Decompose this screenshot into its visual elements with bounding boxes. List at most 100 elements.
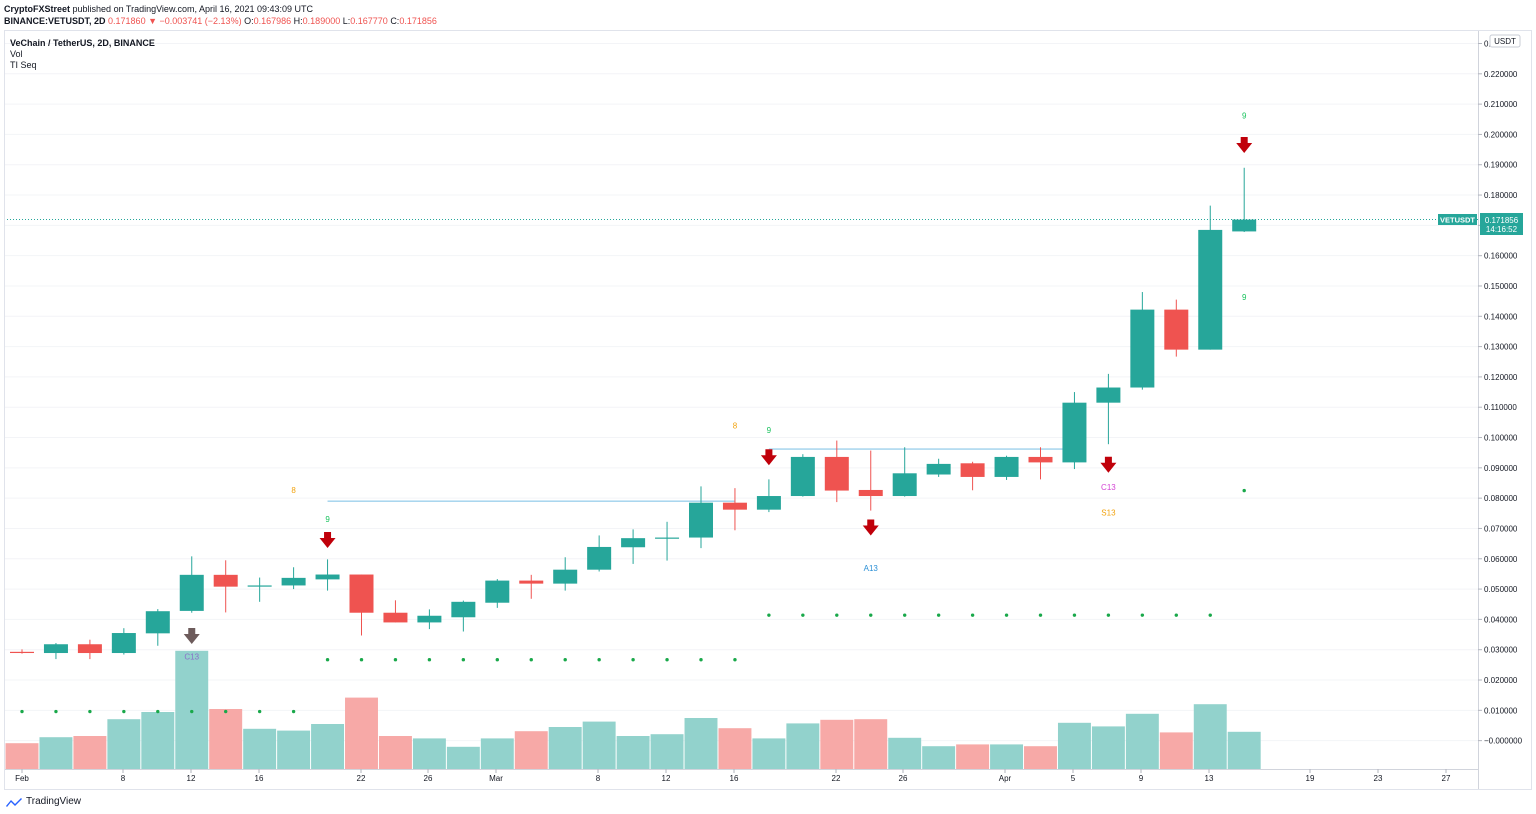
- symbol-line: BINANCE:VETUSDT, 2D: [4, 16, 106, 26]
- candle-body: [281, 577, 306, 586]
- candle-body: [111, 633, 136, 654]
- price-tick-label: 0.010000: [1484, 706, 1518, 715]
- volume-bar: [345, 697, 378, 769]
- currency-label: USDT: [1494, 37, 1516, 46]
- candle-body: [960, 463, 985, 477]
- time-tick-label: 22: [832, 774, 841, 783]
- seq-dot: [461, 658, 466, 662]
- price-tick-label: 0.110000: [1484, 403, 1517, 412]
- seq-dot: [88, 709, 92, 714]
- volume-bar: [888, 737, 922, 769]
- seq-dot: [1208, 613, 1212, 617]
- time-tick-label: Mar: [489, 774, 503, 783]
- seq-annotations: C13 8 9 8 9 A13 C13 S13 9 9: [184, 112, 1247, 662]
- price-tick-label: 0.040000: [1484, 615, 1518, 624]
- seq-dot: [1174, 613, 1179, 617]
- time-tick-label: 12: [662, 774, 671, 783]
- seq-dot: [393, 658, 398, 662]
- indicator-legend[interactable]: TI Seq: [10, 60, 37, 70]
- candle-body: [519, 580, 544, 584]
- seq-dot: [563, 658, 567, 662]
- chart-title[interactable]: VeChain / TetherUS, 2D, BINANCE: [10, 38, 155, 48]
- time-tick-label: 22: [357, 774, 366, 783]
- time-tick-label: 5: [1071, 774, 1076, 783]
- seq-label: S13: [1101, 509, 1116, 518]
- candle-body: [790, 456, 815, 497]
- volume-bar: [277, 730, 311, 769]
- volume-bar: [786, 723, 820, 769]
- seq-dot: [20, 709, 24, 714]
- volume-legend[interactable]: Vol: [10, 49, 23, 59]
- seq-dot: [665, 658, 669, 662]
- sell-arrow-icon: [319, 531, 336, 548]
- time-tick-label: 23: [1374, 774, 1383, 783]
- price-tick-label: −0.000000: [1484, 737, 1523, 746]
- price-axis-ticks: 0.2300000.2200000.2100000.2000000.190000…: [1478, 40, 1523, 746]
- candle-body: [892, 473, 917, 497]
- candle-body: [247, 585, 272, 587]
- volume-bar: [1024, 746, 1057, 769]
- seq-dot: [190, 709, 194, 714]
- candle-body: [315, 574, 340, 580]
- candle-body: [756, 496, 781, 510]
- volume-bar: [378, 736, 412, 769]
- price-tick-label: 0.030000: [1484, 646, 1518, 655]
- symbol-last-tag: VETUSDT 0.171856 14:16:52: [1438, 213, 1523, 235]
- candle-body: [349, 574, 374, 613]
- volume-bar: [1159, 732, 1193, 769]
- seq-dot: [631, 658, 635, 662]
- tradingview-footer[interactable]: TradingView: [6, 796, 81, 807]
- candle-body: [179, 574, 204, 611]
- time-tick-label: 26: [424, 774, 433, 783]
- volume-bar: [582, 721, 616, 769]
- candle-body: [1232, 219, 1257, 232]
- currency-badge[interactable]: USDT: [1489, 34, 1521, 48]
- high-value: 0.189000: [302, 16, 341, 26]
- time-tick-label: 12: [187, 774, 196, 783]
- volume-bar: [684, 718, 718, 769]
- last-price: 0.171860: [108, 16, 146, 26]
- published-text: published on TradingView.com, April 16, …: [72, 4, 314, 14]
- candle-body: [824, 456, 849, 491]
- time-tick-label: 13: [1205, 774, 1214, 783]
- seq-dot: [156, 709, 160, 714]
- volume-bar: [107, 719, 141, 769]
- seq-label: 8: [733, 421, 738, 430]
- price-tick-label: 0.200000: [1484, 130, 1518, 139]
- volume-bar: [718, 728, 752, 769]
- seq-dot: [427, 658, 432, 662]
- candle-body: [1096, 387, 1121, 403]
- candle-body: [43, 644, 68, 654]
- candle-body: [1164, 309, 1189, 350]
- seq-dot: [257, 709, 262, 714]
- volume-bar: [1193, 704, 1227, 769]
- tradingview-logo-icon: [6, 797, 22, 807]
- volume-bar: [243, 728, 277, 769]
- sell-arrow-icon: [862, 519, 879, 536]
- time-tick-label: 8: [121, 774, 126, 783]
- candle-body: [926, 463, 951, 475]
- candle-body: [77, 644, 102, 654]
- time-axis-labels: Feb 8 12 16 22 26 Mar 8 12 16 22 26 Apr 5 9 13 19 23 27: [15, 769, 1451, 783]
- publisher-name[interactable]: CryptoFXStreet: [4, 4, 71, 14]
- price-tick-label: 0.130000: [1484, 343, 1518, 352]
- price-tick-label: 0.070000: [1484, 524, 1518, 533]
- candle-body: [587, 546, 612, 570]
- candle-body: [451, 601, 476, 618]
- candle-body: [1130, 309, 1155, 388]
- volume-bar: [752, 738, 786, 769]
- seq-label: 8: [291, 486, 296, 495]
- price-tick-label: 0.150000: [1484, 282, 1518, 291]
- volume-bar: [1091, 726, 1125, 769]
- volume-bar: [1125, 713, 1159, 769]
- open-label: O:: [244, 16, 254, 26]
- time-tick-label: 8: [596, 774, 601, 783]
- seq-label: 9: [1242, 293, 1247, 302]
- seq-dot: [1242, 488, 1246, 493]
- time-tick-label: 27: [1442, 774, 1451, 783]
- time-tick-label: 16: [730, 774, 739, 783]
- candle-body: [213, 574, 238, 587]
- seq-dot: [359, 658, 364, 662]
- price-tick-label: 0.210000: [1484, 100, 1518, 109]
